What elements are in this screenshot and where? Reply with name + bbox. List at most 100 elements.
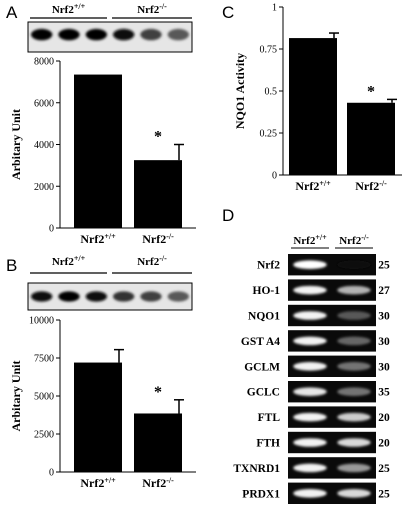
- panel-d-cycles-9: 25: [378, 488, 390, 500]
- panel-d-gel-strip-9: [288, 482, 376, 504]
- panel-d-gene-label-7: FTH: [256, 438, 280, 450]
- panel-c-significance-1: *: [367, 83, 375, 100]
- panel-letter-b: B: [6, 256, 17, 275]
- panel-d-band-2-1: [337, 311, 371, 320]
- panel-d-band-8-1: [337, 463, 371, 473]
- panel-d-cycles-7: 20: [378, 438, 390, 450]
- panel-b-blot-band-1: [58, 291, 80, 302]
- panel-b-y-label: Arbitary Unit: [9, 361, 23, 432]
- panel-a-y-tick-label-2: 4000: [34, 140, 54, 151]
- panel-a-y-label: Arbitary Unit: [9, 109, 23, 180]
- panel-a-bar-1: [134, 160, 182, 228]
- panel-c-y-tick-label-3: 0.75: [260, 45, 278, 56]
- panel-d-gel-strip-5: [288, 381, 376, 403]
- panel-d-gene-label-1: HO-1: [253, 285, 281, 297]
- panel-d-band-4-1: [337, 362, 371, 371]
- panel-b-category-label-0: Nrf2+/+: [80, 476, 116, 491]
- panel-c-bar-0: [289, 38, 337, 175]
- panel-a-significance-1: *: [154, 129, 162, 146]
- panel-b-bar-1: [134, 413, 182, 472]
- panel-letter-c: C: [222, 3, 234, 22]
- panel-b-bar-0: [74, 362, 122, 472]
- panel-b-blot-band-2: [85, 291, 107, 302]
- panel-a-blot-band-0: [31, 28, 53, 41]
- panel-c-y-tick-label-2: 0.5: [265, 87, 278, 98]
- panel-d-gene-label-9: PRDX1: [242, 488, 280, 500]
- panel-d-gel-strip-1: [288, 279, 376, 301]
- panel-d-gel-strip-8: [288, 457, 376, 479]
- panel-a-blot-band-5: [167, 28, 189, 41]
- panel-d-band-1-1: [337, 285, 371, 295]
- panel-c-y-label: NQO1 Activity: [233, 53, 247, 129]
- panel-d-gel-strip-7: [288, 431, 376, 454]
- panel-d-band-6-0: [293, 412, 327, 422]
- panel-d-cycles-1: 27: [378, 285, 390, 297]
- panel-d-gene-label-6: FTL: [258, 412, 281, 424]
- panel-c-category-label-0: Nrf2+/+: [295, 179, 331, 194]
- panel-b-y-tick-label-1: 2500: [34, 430, 54, 441]
- panel-b-significance-1: *: [154, 384, 162, 401]
- panel-d-band-3-0: [293, 336, 327, 346]
- panel-d-gene-label-5: GCLC: [247, 387, 280, 399]
- panel-b-group-label-1: Nrf2-/-: [137, 254, 167, 269]
- panel-b-y-tick-label-2: 5000: [34, 392, 54, 403]
- panel-a-blot-band-3: [113, 28, 135, 41]
- panel-c-y-tick-label-0: 0: [272, 171, 277, 182]
- panel-a-blot-band-4: [140, 28, 162, 41]
- panel-d-gel-strip-0: [288, 254, 376, 276]
- panel-d-band-7-0: [293, 438, 327, 447]
- panel-d-gene-label-0: Nrf2: [257, 260, 280, 272]
- panel-a-category-label-0: Nrf2+/+: [80, 232, 116, 247]
- panel-d-gene-label-4: GCLM: [244, 361, 280, 373]
- panel-b-blot-band-5: [167, 291, 189, 302]
- panel-d-band-0-1: [337, 260, 371, 269]
- panel-d-cycles-6: 20: [378, 412, 390, 424]
- panel-a-category-label-1: Nrf2-/-: [142, 232, 174, 247]
- panel-c-bar-1: [347, 102, 395, 175]
- panel-b-blot-band-3: [113, 291, 135, 302]
- panel-d-cycles-4: 30: [378, 361, 390, 373]
- panel-b-category-label-1: Nrf2-/-: [142, 476, 174, 491]
- panel-d-gel-strip-6: [288, 406, 376, 428]
- panel-a-bar-0: [74, 74, 122, 228]
- panel-d-gel-strip-4: [288, 355, 376, 377]
- panel-b-blot-band-0: [31, 291, 53, 302]
- panel-d-column-label-1: Nrf2-/-: [339, 233, 369, 248]
- panel-c-category-label-1: Nrf2-/-: [355, 179, 387, 194]
- panel-a-blot-band-2: [85, 28, 107, 41]
- panel-a-y-tick-label-0: 0: [49, 224, 54, 235]
- panel-letter-a: A: [6, 3, 18, 22]
- panel-b-blot-frame: [27, 282, 193, 311]
- panel-a-y-tick-label-4: 8000: [34, 57, 54, 68]
- panel-d-gel-strip-2: [288, 304, 376, 327]
- panel-b-y-tick-label-4: 10000: [29, 316, 54, 327]
- panel-b-y-tick-label-3: 7500: [34, 354, 54, 365]
- panel-d-column-label-0: Nrf2+/+: [293, 233, 327, 248]
- panel-b-blot-band-4: [140, 291, 162, 302]
- panel-d-gel-strip-3: [288, 330, 376, 352]
- panel-d-band-5-0: [293, 387, 327, 396]
- panel-d-band-3-1: [337, 336, 371, 346]
- panel-a-group-label-0: Nrf2+/+: [52, 2, 86, 17]
- panel-a-y-tick-label-1: 2000: [34, 182, 54, 193]
- panel-d-gene-label-3: GST A4: [241, 336, 280, 348]
- panel-c-y-tick-label-1: 0.25: [260, 129, 278, 140]
- panel-d-band-7-1: [337, 438, 371, 447]
- panel-a-group-label-1: Nrf2-/-: [137, 2, 167, 17]
- panel-d-cycles-3: 30: [378, 336, 390, 348]
- panel-d-band-0-0: [293, 260, 327, 269]
- panel-d-band-5-1: [337, 387, 371, 396]
- panel-d-gene-label-2: NQO1: [248, 311, 280, 323]
- panel-letter-d: D: [222, 206, 234, 225]
- panel-a-blot-frame: [27, 21, 193, 53]
- panel-d-band-9-0: [293, 489, 327, 498]
- panel-d-band-9-1: [337, 489, 371, 498]
- panel-d-band-1-0: [293, 285, 327, 295]
- panel-d-cycles-8: 25: [378, 463, 390, 475]
- panel-d-cycles-5: 35: [378, 387, 390, 399]
- panel-a-blot-band-1: [58, 28, 80, 41]
- panel-d-gene-label-8: TXNRD1: [233, 463, 280, 475]
- panel-a-y-tick-label-3: 6000: [34, 98, 54, 109]
- panel-c-y-tick-label-4: 1: [272, 3, 277, 14]
